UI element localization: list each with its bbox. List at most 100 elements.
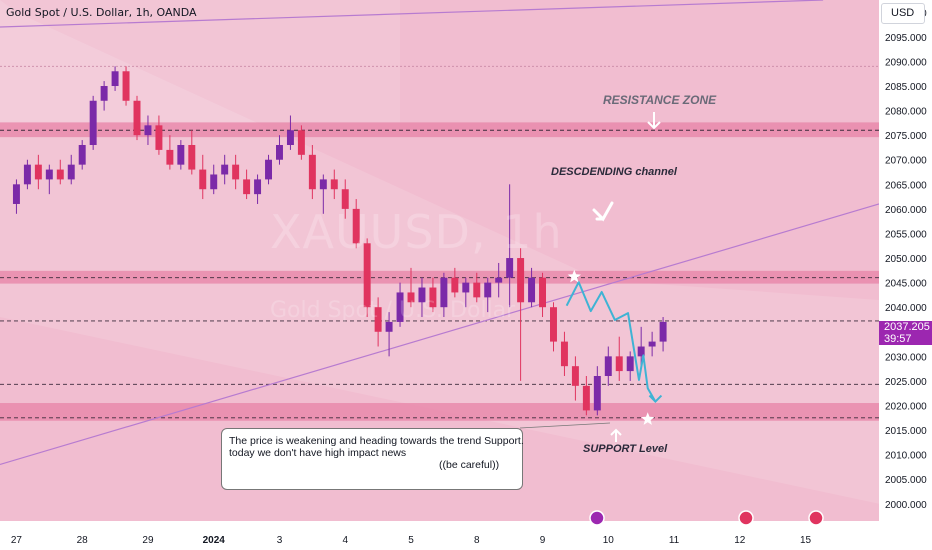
y-tick-label: 2075.000 [885, 131, 927, 142]
y-tick-label: 2005.000 [885, 475, 927, 486]
candle-body [396, 292, 404, 322]
candle-body [133, 100, 141, 136]
candle-body [45, 169, 53, 180]
y-tick-label: 2090.000 [885, 57, 927, 68]
callout-note[interactable]: The price is weakening and heading towar… [221, 428, 524, 490]
y-tick-label: 2080.000 [885, 107, 927, 118]
note-line-2: today we don't have high impact news [229, 447, 407, 459]
x-tick-label: 2024 [203, 535, 226, 546]
candle-body [582, 385, 590, 411]
candle-body [67, 164, 75, 180]
symbol-title[interactable]: Gold Spot / U.S. Dollar, 1h, OANDA [6, 6, 197, 19]
y-tick-label: 2015.000 [885, 426, 927, 437]
candle-body [199, 169, 207, 190]
current-price-tag: 2037.205 39:57 [879, 321, 932, 345]
candle-body [539, 277, 547, 308]
candle-body [276, 144, 283, 160]
x-tick-label: 3 [277, 535, 283, 546]
candle-body [506, 258, 514, 278]
y-tick-label: 2060.000 [885, 205, 927, 216]
candle-body [495, 277, 503, 283]
candle-body [626, 356, 634, 372]
support-level-label[interactable]: SUPPORT Level [583, 443, 668, 455]
x-tick-label: 4 [342, 535, 348, 546]
candle-body [34, 164, 42, 180]
candle-body [440, 277, 448, 308]
y-tick-label: 2030.000 [885, 352, 927, 363]
candle-body [308, 154, 316, 190]
candle-body [319, 179, 327, 190]
y-tick-label: 2095.000 [885, 33, 927, 44]
x-tick-label: 29 [142, 535, 154, 546]
projection-arrowhead [648, 394, 663, 403]
trendline-upper-channel [0, 0, 824, 28]
bar-countdown-label: 39:57 [884, 333, 912, 345]
candle-body [330, 179, 338, 190]
y-tick-label: 2055.000 [885, 229, 927, 240]
current-price-label: 2037.205 [884, 321, 930, 333]
candle-body [232, 164, 240, 180]
x-tick-label: 27 [11, 535, 23, 546]
x-tick-label: 8 [474, 535, 480, 546]
candle-body [473, 282, 481, 298]
support-arrow-icon [610, 428, 622, 442]
upper-shading [0, 0, 400, 131]
candle-body [23, 164, 31, 185]
candle-body [221, 164, 229, 175]
lightning-event-icon [589, 510, 605, 526]
y-tick-label: 2040.000 [885, 303, 927, 314]
candle-body [188, 144, 196, 170]
candle-body [637, 346, 645, 357]
descending-channel-label[interactable]: DESCDENDING channel [551, 166, 677, 178]
candle-body [659, 321, 667, 342]
note-line-3: ((be careful)) [439, 459, 500, 471]
x-tick-label: 28 [77, 535, 89, 546]
candle-body [560, 341, 568, 367]
symbol-watermark: XAUUSD, 1h [270, 205, 563, 259]
candle-body [385, 321, 393, 332]
x-tick-label: 10 [603, 535, 615, 546]
resistance-zone-label[interactable]: RESISTANCE ZONE [603, 93, 717, 107]
y-tick-label: 2020.000 [885, 401, 927, 412]
candle-body [100, 86, 108, 101]
y-tick-label: 2050.000 [885, 254, 927, 265]
candle-body [528, 277, 536, 303]
x-tick-label: 12 [734, 535, 746, 546]
candle-body [265, 159, 273, 180]
note-line-1: The price is weakening and heading towar… [229, 435, 524, 447]
y-tick-label: 2070.000 [885, 156, 927, 167]
name-watermark: Gold Spot / U.S. Dollar [270, 298, 516, 323]
candle-body [155, 125, 163, 150]
note-connector [519, 422, 611, 429]
candle-body [429, 287, 437, 308]
projection-path [565, 281, 657, 403]
y-tick-label: 2025.000 [885, 377, 927, 388]
candle-body [177, 144, 185, 165]
candle-body [210, 174, 218, 190]
candle-body [78, 144, 86, 165]
currency-button[interactable]: USD [881, 3, 925, 24]
us-flag-event-icon [738, 510, 754, 526]
candle-body [363, 243, 371, 308]
zone-resistance [0, 122, 879, 138]
us-flag-event-icon [808, 510, 824, 526]
candle-body [111, 71, 119, 87]
candle-body [166, 149, 174, 165]
candle-body [56, 169, 64, 180]
star-marker [641, 412, 655, 425]
candle-body [12, 184, 20, 204]
candle-body [89, 100, 97, 145]
candle-body [254, 179, 262, 195]
candle-body [615, 356, 623, 372]
candle-body [243, 179, 251, 195]
zone-upper [0, 270, 879, 284]
x-tick-label: 11 [669, 535, 680, 546]
candle-body [648, 341, 656, 347]
candle-body [550, 307, 557, 342]
y-tick-label: 2065.000 [885, 180, 927, 191]
candle-body [484, 282, 492, 298]
candle-body [604, 356, 612, 377]
candle-body [517, 258, 525, 303]
